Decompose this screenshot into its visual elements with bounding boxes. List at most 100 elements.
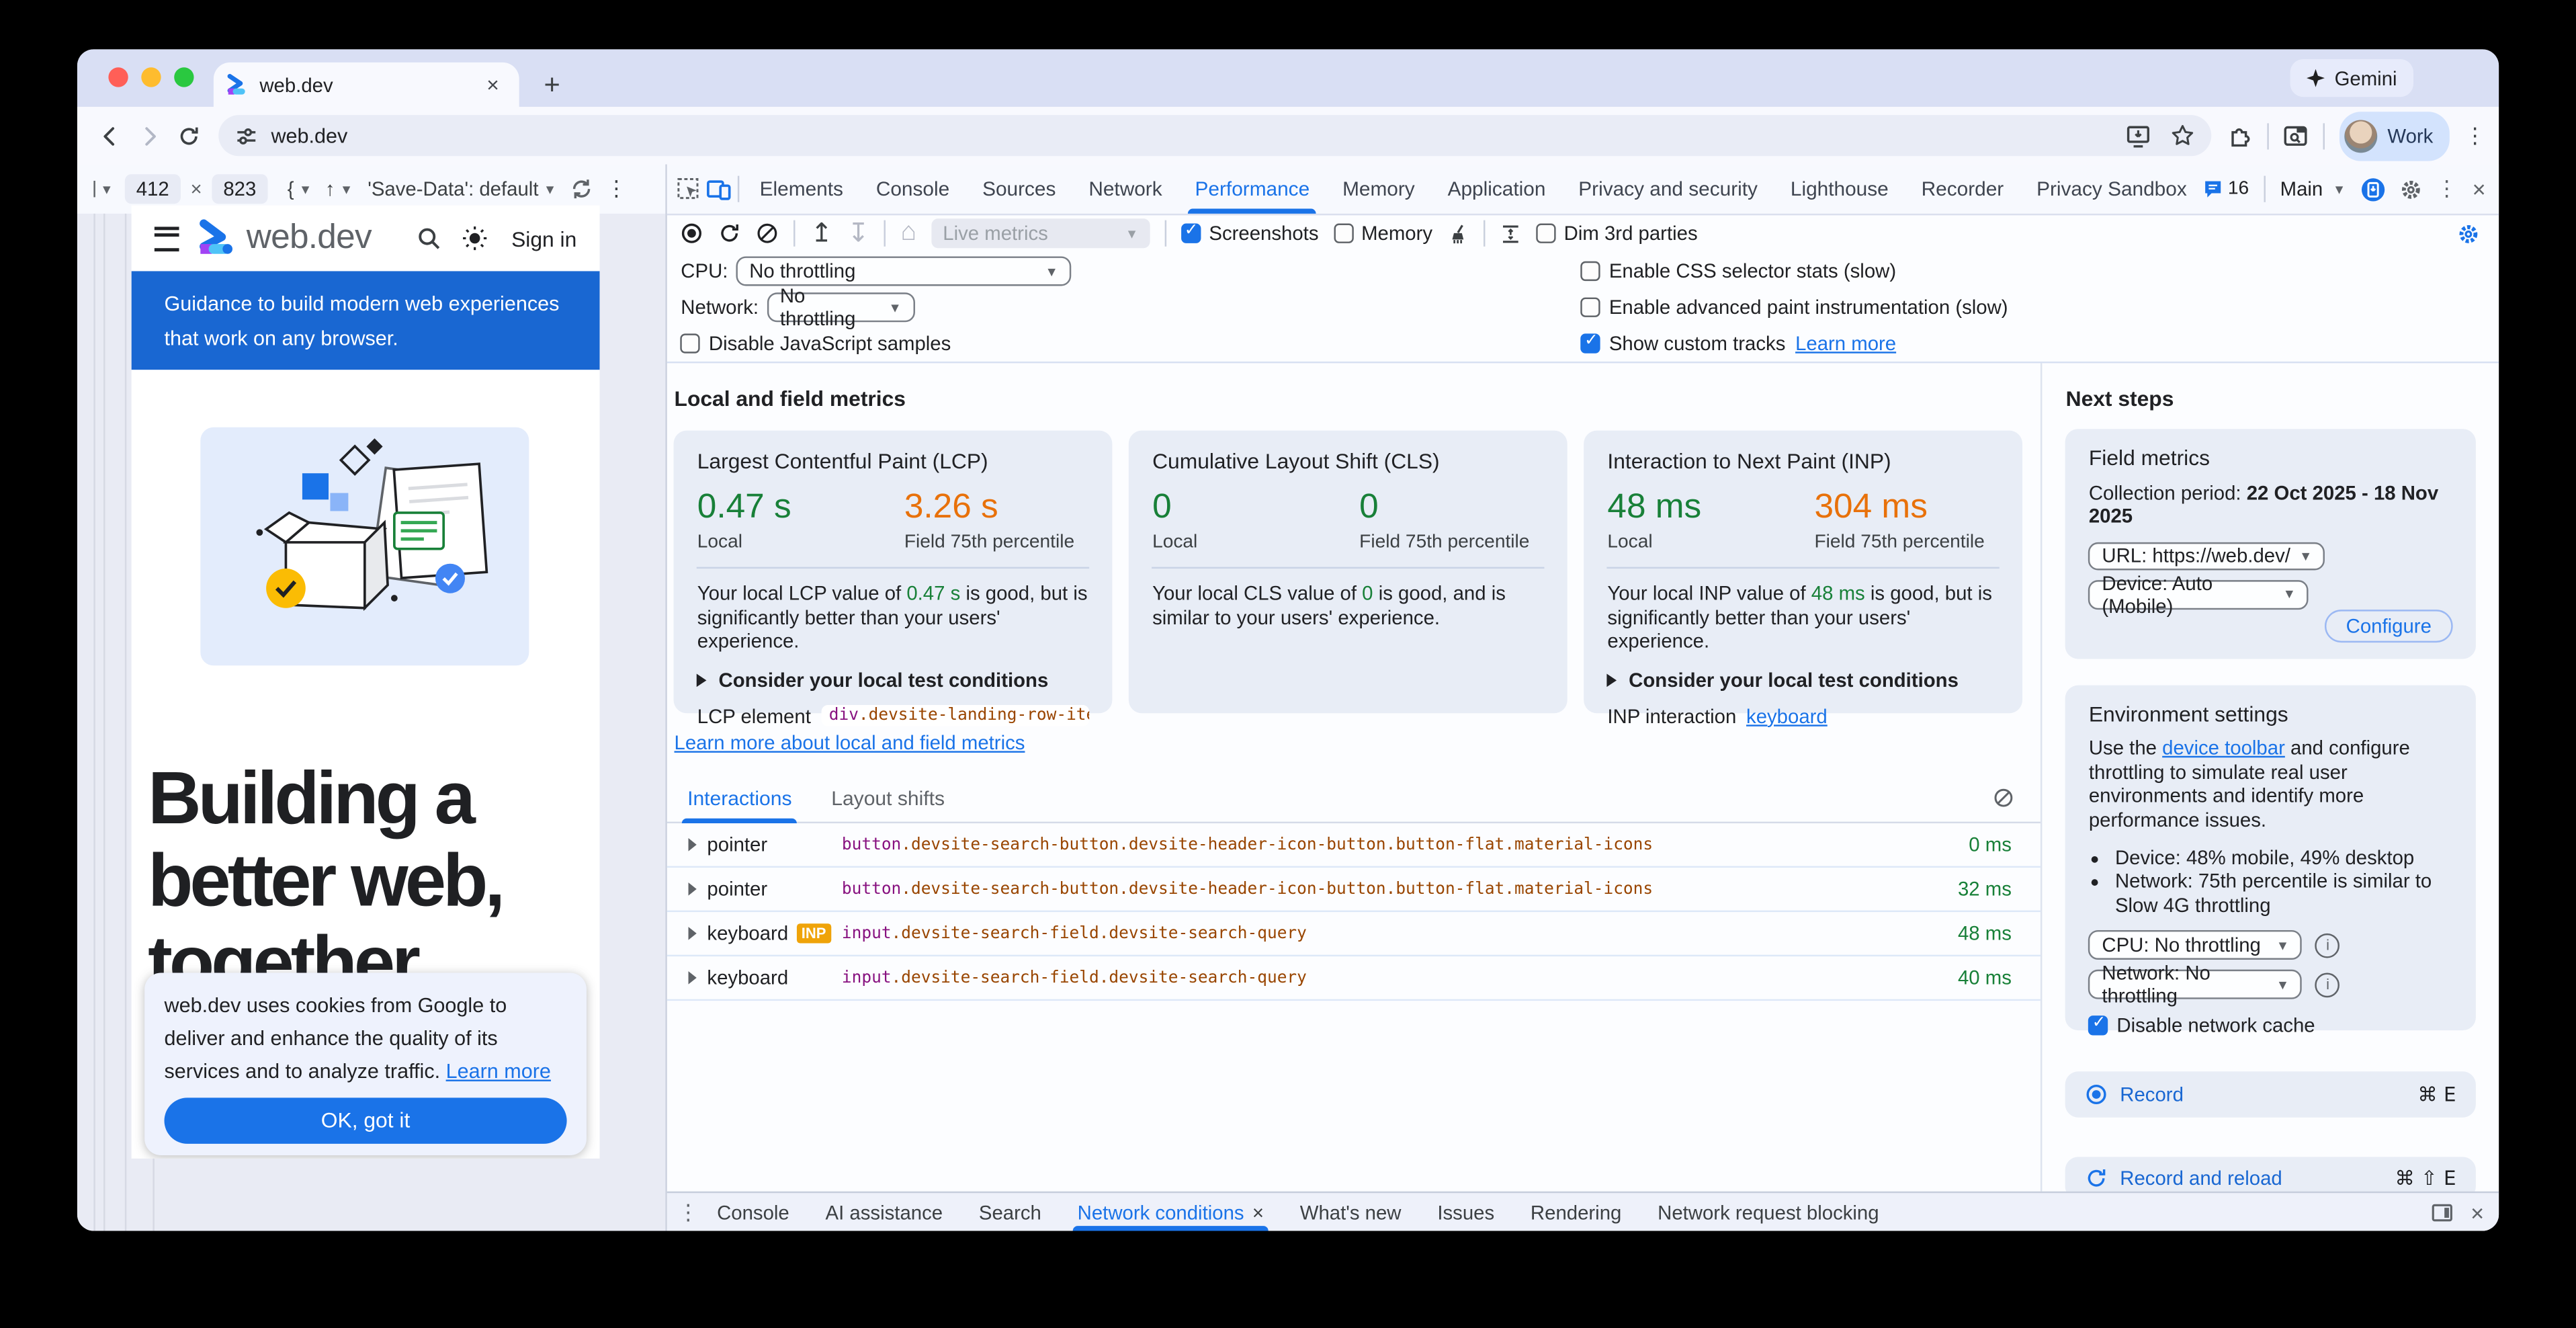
device-height-input[interactable]: 823	[212, 174, 268, 204]
save-data-select[interactable]: 'Save-Data': default ▼	[368, 177, 557, 201]
extensions-icon[interactable]	[2228, 123, 2253, 148]
screenshots-checkbox[interactable]: Screenshots	[1180, 222, 1319, 245]
close-window-button[interactable]	[108, 67, 128, 87]
lcp-consider-toggle[interactable]: Consider your local test conditions	[697, 669, 1090, 692]
env-cpu-select[interactable]: CPU: No throttling ▼	[2088, 930, 2303, 960]
advanced-paint-checkbox[interactable]: Enable advanced paint instrumentation (s…	[1581, 296, 2008, 319]
drawer-menu-icon[interactable]: ⋮	[677, 1198, 699, 1224]
disable-js-samples-checkbox[interactable]: Disable JavaScript samples	[681, 332, 951, 355]
expand-icon[interactable]	[689, 927, 697, 940]
capture-settings-gear-icon[interactable]	[2458, 222, 2479, 244]
tab-memory[interactable]: Memory	[1342, 176, 1415, 200]
metrics-learn-more-link[interactable]: Learn more about local and field metrics	[674, 731, 1025, 755]
cookie-ok-button[interactable]: OK, got it	[164, 1097, 567, 1144]
search-tabs-icon[interactable]	[2284, 124, 2309, 147]
drawer-tab-console[interactable]: Console	[717, 1200, 789, 1224]
new-tab-button[interactable]: +	[544, 68, 560, 99]
install-icon[interactable]	[2127, 124, 2151, 147]
close-drawer-tab-icon[interactable]: ×	[1252, 1200, 1264, 1224]
interaction-row[interactable]: pointer button.devsite-search-button.dev…	[667, 868, 2041, 913]
sign-in-button[interactable]: Sign in	[511, 226, 577, 251]
profile-chip[interactable]: Work	[2339, 111, 2450, 161]
device-type-select[interactable]: ▼	[93, 180, 114, 198]
fit-window-icon[interactable]	[1500, 222, 1521, 244]
tab-sources[interactable]: Sources	[982, 176, 1056, 200]
clear-icon[interactable]	[757, 222, 779, 245]
webdev-logo-icon[interactable]	[196, 218, 235, 258]
orientation-select[interactable]: ↑ ▼	[325, 177, 353, 201]
console-messages-button[interactable]: 16	[2203, 179, 2249, 199]
theme-toggle-icon[interactable]	[462, 225, 488, 251]
field-url-select[interactable]: URL: https://web.dev/▼	[2088, 542, 2325, 570]
css-selector-stats-checkbox[interactable]: Enable CSS selector stats (slow)	[1581, 259, 1896, 283]
disable-network-cache-checkbox[interactable]: Disable network cache	[2088, 1014, 2315, 1038]
lcp-element-link[interactable]: div.devsite-landing-row-item-d…	[820, 705, 1090, 727]
tab-privacy-sandbox[interactable]: Privacy Sandbox	[2036, 176, 2187, 200]
cpu-throttling-select[interactable]: No throttling ▼	[736, 256, 1072, 286]
bookmark-star-icon[interactable]	[2171, 123, 2196, 148]
back-icon[interactable]	[90, 116, 130, 155]
tab-close-icon[interactable]: ×	[486, 72, 499, 97]
expand-icon[interactable]	[689, 838, 697, 852]
interaction-row[interactable]: pointer button.devsite-search-button.dev…	[667, 823, 2041, 868]
cookie-learn-more-link[interactable]: Learn more	[445, 1060, 551, 1083]
tab-layout-shifts[interactable]: Layout shifts	[831, 786, 945, 810]
drawer-tab-network-request-blocking[interactable]: Network request blocking	[1658, 1200, 1879, 1224]
drawer-tab-ai-assistance[interactable]: AI assistance	[825, 1200, 943, 1224]
tab-interactions[interactable]: Interactions	[668, 775, 812, 823]
tab-lighthouse[interactable]: Lighthouse	[1790, 176, 1889, 200]
record-icon[interactable]	[681, 222, 703, 245]
close-drawer-icon[interactable]: ×	[2471, 1198, 2485, 1225]
configure-button[interactable]: Configure	[2324, 609, 2453, 643]
env-network-select[interactable]: Network: No throttling ▼	[2088, 962, 2303, 1008]
browser-menu-icon[interactable]: ⋮	[2464, 122, 2486, 147]
tab-elements[interactable]: Elements	[759, 176, 843, 200]
drawer-tab-whats-new[interactable]: What's new	[1299, 1200, 1402, 1224]
inp-consider-toggle[interactable]: Consider your local test conditions	[1607, 669, 2000, 692]
drawer-tab-issues[interactable]: Issues	[1437, 1200, 1495, 1224]
interaction-row[interactable]: keyboard INP input.devsite-search-field.d…	[667, 912, 2041, 957]
dock-side-icon[interactable]	[2431, 1202, 2452, 1222]
rotate-icon[interactable]	[570, 177, 593, 200]
tab-privacy-and-security[interactable]: Privacy and security	[1578, 176, 1758, 200]
gemini-button[interactable]: Gemini	[2290, 59, 2413, 97]
interaction-row[interactable]: keyboard input.devsite-search-field.devs…	[667, 956, 2041, 1001]
devtools-close-icon[interactable]: ×	[2472, 175, 2486, 202]
inspect-icon[interactable]	[677, 177, 700, 200]
load-profile-icon[interactable]: ↥	[810, 220, 833, 249]
drawer-tab-rendering[interactable]: Rendering	[1530, 1200, 1622, 1224]
device-toolbar-link[interactable]: device toolbar	[2162, 736, 2285, 759]
main-context-select[interactable]: Main ▼	[2280, 177, 2346, 201]
live-metrics-home-icon[interactable]: ⌂	[900, 218, 917, 247]
site-search-icon[interactable]	[416, 225, 442, 251]
tune-icon[interactable]	[235, 124, 258, 147]
devtools-menu-icon[interactable]: ⋮	[2436, 175, 2458, 201]
memory-checkbox[interactable]: Memory	[1333, 222, 1432, 245]
tab-network[interactable]: Network	[1088, 176, 1162, 200]
network-throttling-select[interactable]: No throttling ▼	[767, 284, 915, 330]
tab-application[interactable]: Application	[1447, 176, 1546, 200]
devtools-settings-icon[interactable]	[2400, 178, 2421, 200]
dim-third-parties-checkbox[interactable]: Dim 3rd parties	[1536, 222, 1698, 245]
expand-icon[interactable]	[689, 882, 697, 896]
device-width-input[interactable]: 412	[124, 174, 181, 204]
tab-recorder[interactable]: Recorder	[1921, 176, 2004, 200]
forward-icon[interactable]	[130, 116, 169, 155]
minimize-window-button[interactable]	[141, 67, 161, 87]
info-icon[interactable]: i	[2315, 972, 2340, 997]
chrome-for-testing-icon[interactable]	[2360, 177, 2385, 202]
tab-performance[interactable]: Performance	[1178, 165, 1326, 213]
record-and-reload-icon[interactable]	[719, 222, 742, 245]
browser-tab[interactable]: web.dev ×	[213, 62, 519, 107]
device-toolbar-menu-icon[interactable]: ⋮	[605, 175, 628, 201]
tab-console[interactable]: Console	[875, 176, 950, 200]
info-icon[interactable]: i	[2315, 933, 2340, 958]
collect-garbage-icon[interactable]	[1447, 222, 1469, 244]
maximize-window-button[interactable]	[174, 67, 194, 87]
menu-icon[interactable]	[154, 226, 179, 251]
drawer-tab-network-conditions[interactable]: Network conditions ×	[1060, 1194, 1282, 1231]
webdev-logo-text[interactable]: web.dev	[246, 218, 372, 257]
save-profile-icon[interactable]: ↧	[847, 220, 870, 249]
history-select[interactable]: Live metrics ▼	[931, 218, 1150, 249]
zoom-select[interactable]: {▼	[287, 177, 312, 201]
